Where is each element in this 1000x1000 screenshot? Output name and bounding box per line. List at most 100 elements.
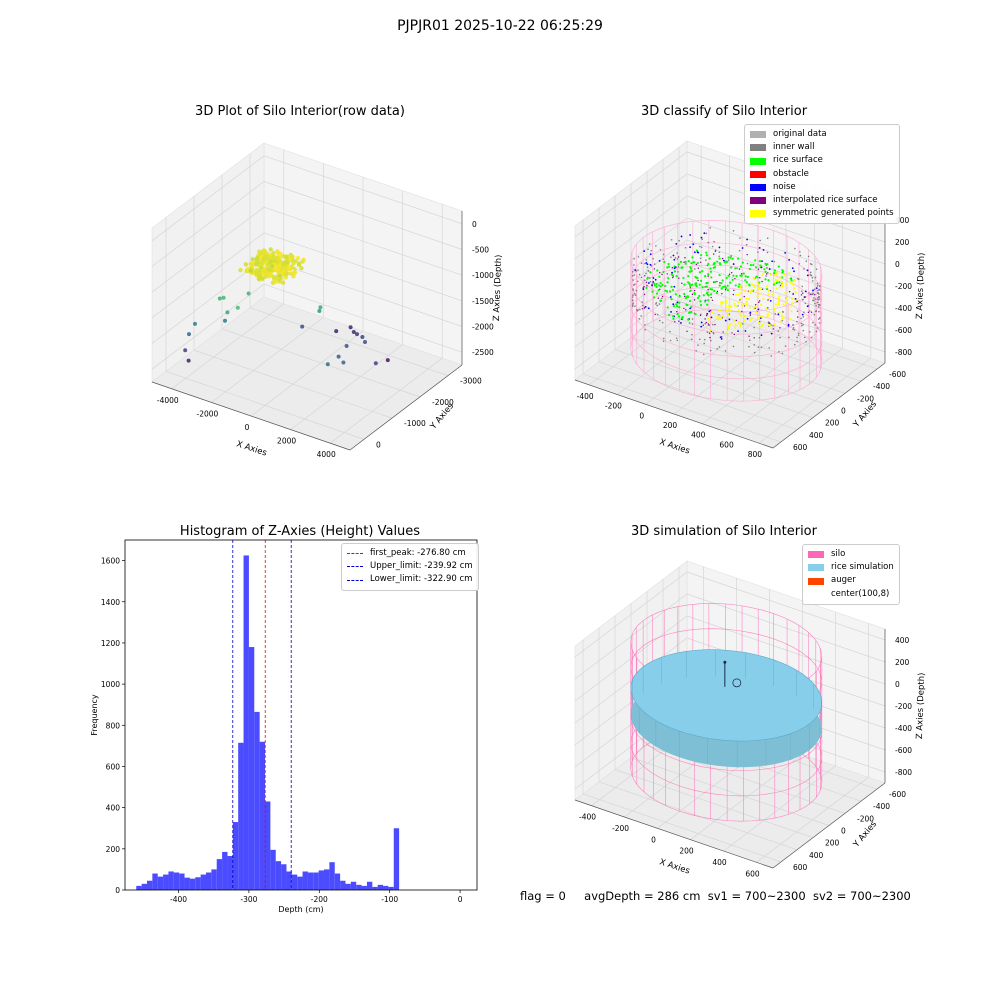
x-axis-label: X Axies bbox=[658, 437, 691, 456]
inner-wall-point bbox=[807, 255, 810, 258]
symmetric-point bbox=[768, 323, 771, 326]
inner-wall-point bbox=[724, 350, 727, 352]
histogram-bar bbox=[146, 880, 153, 890]
flag-text: flag = 0 bbox=[520, 889, 566, 903]
symmetric-point bbox=[757, 316, 760, 319]
interpolated-point bbox=[659, 271, 661, 274]
legend-label: rice surface bbox=[773, 155, 823, 166]
interpolated-point bbox=[716, 280, 718, 283]
gridline bbox=[249, 307, 449, 376]
interpolated-point bbox=[677, 256, 680, 258]
y-tick-label: 400 bbox=[106, 804, 121, 813]
symmetric-point bbox=[737, 293, 741, 296]
y-axis-label: Y Axies bbox=[851, 399, 879, 430]
avg-depth-text: avgDepth = 286 cm bbox=[584, 889, 701, 903]
symmetric-point bbox=[727, 313, 730, 317]
rice-surface-point bbox=[698, 271, 701, 274]
rice-surface-point bbox=[752, 263, 755, 267]
gridline bbox=[574, 571, 688, 658]
raw-data-point bbox=[325, 362, 330, 367]
inner-wall-point bbox=[799, 251, 801, 253]
interpolated-point bbox=[697, 267, 699, 269]
interpolated-point bbox=[815, 310, 817, 312]
symmetric-point bbox=[728, 323, 731, 326]
inner-wall-point bbox=[781, 352, 784, 355]
interpolated-point bbox=[709, 336, 711, 339]
rice-surface-point bbox=[777, 265, 780, 268]
legend-label: original data bbox=[773, 129, 827, 139]
inner-wall-point bbox=[803, 268, 805, 270]
symmetric-point bbox=[768, 297, 771, 300]
inner-wall-point bbox=[800, 322, 803, 325]
raw-surface-point bbox=[274, 279, 279, 284]
symmetric-point bbox=[745, 297, 748, 300]
inner-wall-point bbox=[796, 340, 799, 343]
raw-data-point bbox=[344, 344, 349, 349]
rice-surface-point bbox=[687, 281, 690, 284]
noise-point bbox=[788, 259, 791, 261]
histogram-bar bbox=[254, 711, 260, 890]
raw-data-point bbox=[284, 260, 289, 265]
symmetric-point bbox=[725, 302, 728, 305]
rice-surface-point bbox=[669, 290, 672, 293]
symmetric-point bbox=[766, 285, 769, 288]
interpolated-point bbox=[766, 267, 768, 269]
interpolated-point bbox=[767, 307, 769, 309]
rice-surface-point bbox=[703, 274, 707, 278]
x-tick-label: -100 bbox=[381, 895, 398, 904]
rice-surface-point bbox=[664, 284, 667, 288]
sv2-text: sv2 = 700~2300 bbox=[812, 889, 911, 903]
symmetric-point bbox=[739, 297, 742, 300]
interpolated-point bbox=[642, 287, 644, 289]
histogram-bar bbox=[291, 874, 298, 890]
rice-surface-point bbox=[671, 288, 675, 292]
inner-wall-point bbox=[694, 268, 696, 270]
symmetric-point bbox=[780, 281, 784, 284]
rice-surface-point bbox=[670, 298, 673, 301]
legend-label: inner wall bbox=[773, 142, 815, 153]
y-tick-label: 800 bbox=[106, 721, 121, 730]
legend-label: Upper_limit: -239.92 cm bbox=[370, 561, 473, 572]
rice-surface-point bbox=[759, 264, 762, 267]
raw-surface-point bbox=[286, 265, 292, 271]
inner-wall-point bbox=[703, 338, 706, 341]
noise-point bbox=[700, 325, 703, 328]
inner-wall-point bbox=[641, 301, 643, 303]
symmetric-point bbox=[739, 291, 743, 295]
interpolated-point bbox=[721, 336, 723, 338]
raw-surface-point bbox=[268, 247, 273, 252]
histogram-bar bbox=[377, 884, 384, 890]
legend-swatch bbox=[750, 157, 766, 165]
interpolated-point bbox=[803, 296, 805, 298]
inner-wall-point bbox=[818, 298, 821, 300]
rice-surface-point bbox=[705, 254, 708, 257]
rice-surface-point bbox=[681, 266, 684, 269]
rice-surface-point bbox=[670, 285, 673, 288]
gridline bbox=[686, 593, 886, 663]
z-tick-label: -400 bbox=[895, 304, 912, 313]
symmetric-point bbox=[783, 273, 786, 277]
inner-wall-point bbox=[634, 305, 636, 307]
x-tick-label: 400 bbox=[712, 858, 727, 867]
symmetric-point bbox=[718, 309, 721, 312]
rice-surface-point bbox=[677, 263, 680, 266]
x-tick-label: 800 bbox=[748, 450, 763, 459]
interpolated-point bbox=[705, 314, 708, 317]
inner-wall-point bbox=[706, 264, 709, 267]
rice-surface-point bbox=[712, 266, 715, 269]
noise-point bbox=[673, 285, 676, 288]
symmetric-point bbox=[767, 292, 770, 296]
y-tick-label: 0 bbox=[115, 886, 120, 895]
interpolated-point bbox=[641, 308, 644, 310]
inner-wall-point bbox=[640, 262, 643, 265]
symmetric-point bbox=[778, 286, 781, 289]
rice-surface-point bbox=[659, 299, 662, 302]
interpolated-point bbox=[705, 321, 708, 324]
symmetric-point bbox=[785, 296, 788, 300]
rice-surface-point bbox=[739, 265, 742, 268]
legend-label: auger bbox=[831, 575, 856, 586]
interpolated-point bbox=[661, 273, 663, 276]
inner-wall-point bbox=[648, 277, 651, 279]
inner-wall-point bbox=[662, 253, 665, 256]
y-tick-label: 200 bbox=[825, 419, 840, 428]
